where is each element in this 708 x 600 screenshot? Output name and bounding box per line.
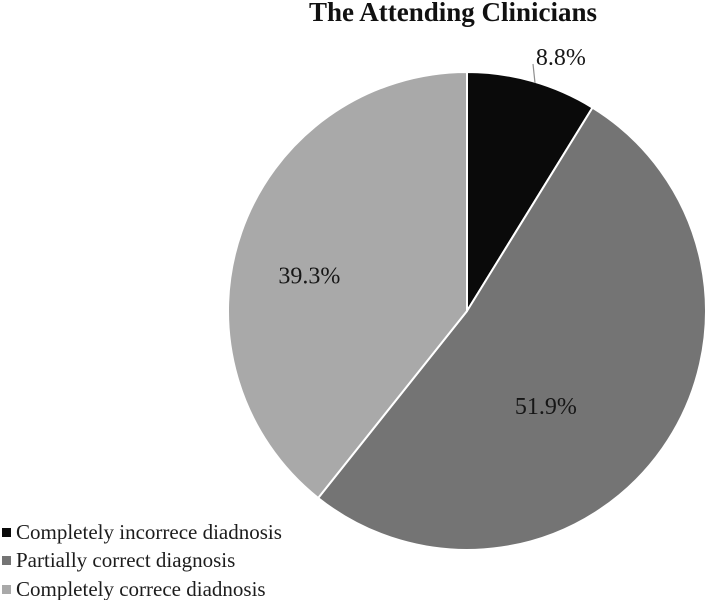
pie-slice bbox=[227, 71, 468, 499]
legend-swatch-light-gray bbox=[2, 584, 11, 594]
slice-value-label: 51.9% bbox=[515, 394, 577, 420]
slice-value-labels: 8.8% 51.9% 39.3% bbox=[278, 45, 586, 420]
legend-item-label: Partially correct diagnosis bbox=[16, 548, 236, 573]
label-leader-line bbox=[532, 63, 536, 84]
legend-item: Partially correct diagnosis bbox=[2, 547, 282, 576]
legend-swatch-black bbox=[2, 527, 11, 537]
slice-value-label: 39.3% bbox=[278, 264, 340, 290]
pie-slice bbox=[317, 106, 707, 551]
legend-item: Completely incorrece diadnosis bbox=[2, 518, 282, 547]
legend-item-label: Completely incorrece diadnosis bbox=[16, 519, 282, 544]
legend-item: Completely correce diadnosis bbox=[2, 575, 282, 600]
legend-swatch-dark-gray bbox=[2, 556, 11, 566]
slice-value-label: 8.8% bbox=[536, 45, 586, 71]
pie-slice bbox=[466, 71, 594, 312]
chart-title: The Attending Clinicians bbox=[308, 0, 598, 27]
legend-item-label: Completely correce diadnosis bbox=[16, 576, 266, 600]
pie-slices bbox=[227, 71, 707, 551]
legend: Completely incorrece diadnosis Partially… bbox=[2, 518, 282, 600]
